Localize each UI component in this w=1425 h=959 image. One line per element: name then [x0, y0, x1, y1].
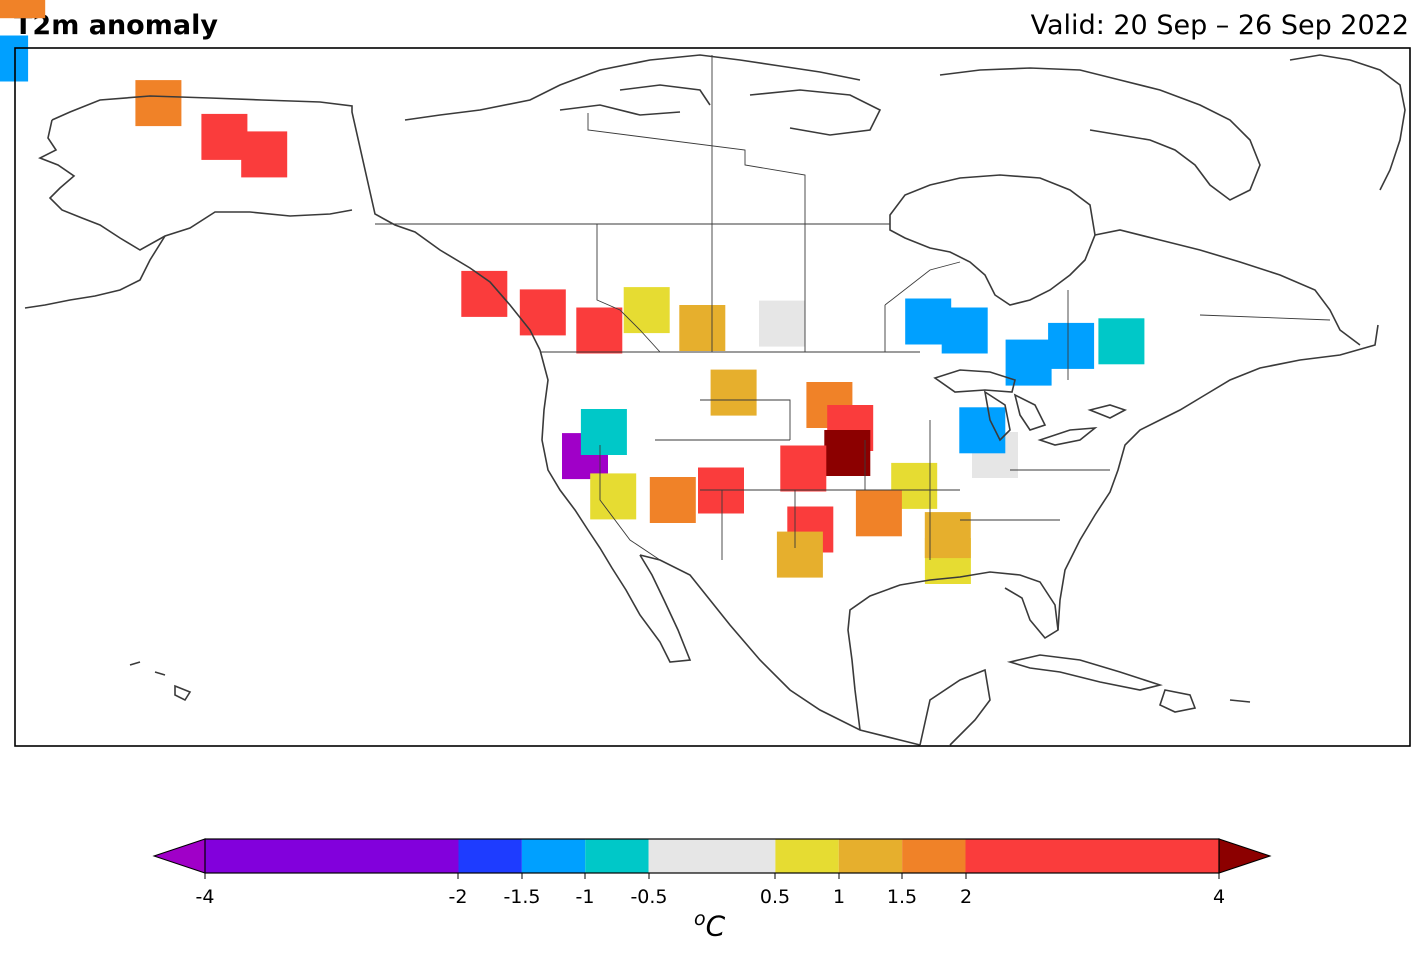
anomaly-cell [780, 445, 827, 492]
anomaly-cell [576, 307, 623, 354]
anomaly-cell [710, 369, 757, 416]
anomaly-cell [623, 287, 670, 334]
anomaly-cell [580, 409, 627, 455]
anomaly-cell [1048, 322, 1095, 369]
anomaly-cell [959, 407, 1006, 454]
anomaly-cell [776, 531, 823, 578]
valid-period: Valid: 20 Sep – 26 Sep 2022 [1030, 10, 1409, 41]
anomaly-cell [241, 131, 288, 178]
anomaly-cell [0, 35, 29, 82]
anomaly-cells [0, 0, 1145, 584]
unit-degree-sup: o [694, 908, 706, 930]
anomaly-cell [519, 289, 566, 336]
map-frame [14, 47, 1411, 747]
coastlines [24, 54, 1406, 746]
anomaly-cell [855, 490, 902, 537]
anomaly-cell [201, 113, 248, 160]
political-borders [375, 55, 1331, 561]
anomaly-cell [1005, 339, 1052, 386]
anomaly-cell [698, 467, 744, 514]
anomaly-cell [924, 512, 971, 559]
map-title: T2m anomaly [14, 10, 218, 41]
colorbar-unit-label: oC [694, 908, 725, 942]
anomaly-cell [649, 477, 696, 523]
anomaly-cell [679, 305, 726, 351]
anomaly-cell [135, 80, 182, 127]
anomaly-cell [759, 300, 805, 347]
anomaly-cell [1098, 318, 1145, 365]
anomaly-cell [824, 430, 871, 476]
anomaly-cell [590, 473, 637, 520]
anomaly-cell [941, 307, 988, 354]
anomaly-cell [0, 0, 46, 19]
unit-letter: C [705, 909, 726, 943]
